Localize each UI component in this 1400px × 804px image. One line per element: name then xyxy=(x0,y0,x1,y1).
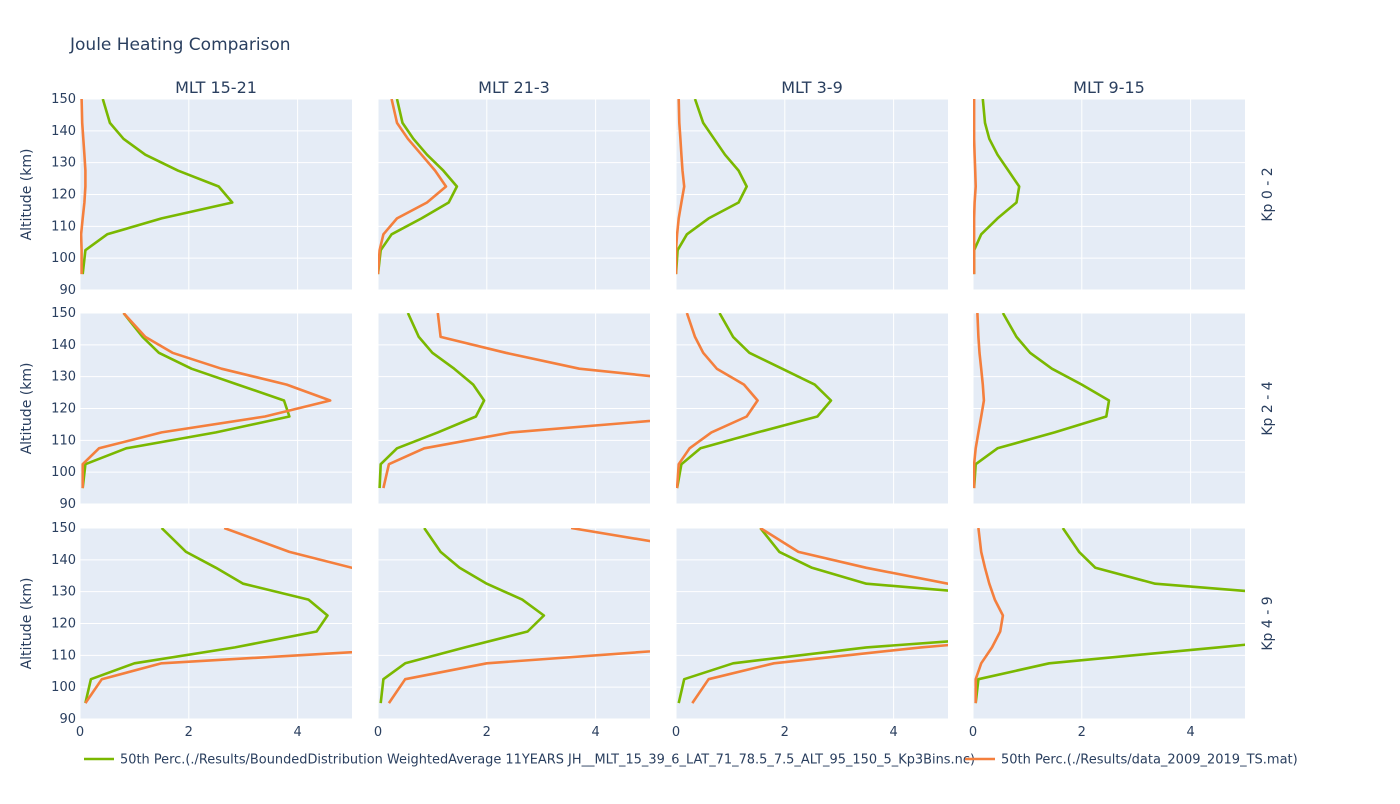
panel-1-2 xyxy=(377,98,650,291)
y-tick-label: 150 xyxy=(51,92,76,107)
x-tick-label: 2 xyxy=(781,725,789,740)
y-tick-label: 130 xyxy=(51,370,76,385)
series-1-line xyxy=(973,313,1111,489)
series-1-line xyxy=(973,99,1021,275)
series-1-line xyxy=(84,528,329,704)
y-tick-label: 90 xyxy=(59,712,76,727)
y-tick-label: 140 xyxy=(51,338,76,353)
series-1-line xyxy=(378,99,459,275)
column-title: MLT 21-3 xyxy=(478,78,550,97)
y-tick-label: 110 xyxy=(51,433,76,448)
x-tick-label: 0 xyxy=(374,725,382,740)
legend: 50th Perc.(./Results/BoundedDistribution… xyxy=(84,753,1298,768)
x-tick-label: 0 xyxy=(672,725,680,740)
row-title: Kp 2 - 4 xyxy=(1260,381,1276,435)
series-2-line xyxy=(378,99,448,275)
y-tick-label: 100 xyxy=(51,465,76,480)
y-tick-label: 90 xyxy=(59,497,76,512)
x-tick-label: 2 xyxy=(483,725,491,740)
x-tick-label: 4 xyxy=(591,725,599,740)
legend-item-2[interactable]: 50th Perc.(./Results/data_2009_2019_TS.m… xyxy=(965,753,1298,768)
legend-item-1[interactable]: 50th Perc.(./Results/BoundedDistribution… xyxy=(84,753,975,768)
series-2-line xyxy=(84,528,352,704)
y-axis-label: Altitude (km) xyxy=(19,578,35,670)
x-tick-label: 4 xyxy=(293,725,301,740)
series-1-line xyxy=(379,528,546,704)
y-tick-label: 90 xyxy=(59,283,76,298)
series-2-line xyxy=(81,313,332,489)
y-tick-label: 140 xyxy=(51,553,76,568)
series-1-line xyxy=(676,99,749,275)
y-axis-label: Altitude (km) xyxy=(19,149,35,241)
y-tick-label: 130 xyxy=(51,585,76,600)
column-title: MLT 9-15 xyxy=(1073,78,1145,97)
series-2-line xyxy=(973,99,978,275)
series-2-line xyxy=(387,528,650,704)
series-2-line xyxy=(382,313,650,489)
y-tick-label: 120 xyxy=(51,188,76,203)
panel-1-3 xyxy=(675,98,948,291)
series-2-line xyxy=(676,99,686,275)
y-tick-label: 140 xyxy=(51,124,76,139)
panel-2-3 xyxy=(675,312,948,505)
series-1-line xyxy=(974,528,1245,704)
panel-3-2: 0 2 4 xyxy=(374,527,650,740)
series-2-line xyxy=(80,99,87,275)
y-tick-label: 150 xyxy=(51,306,76,321)
column-title: MLT 15-21 xyxy=(175,78,257,97)
column-title: MLT 3-9 xyxy=(781,78,843,97)
series-1-line xyxy=(81,99,234,275)
panel-3-4: 0 2 4 xyxy=(969,527,1245,740)
panel-3-1: 90 100 110 120 130 140 150 Altitude (km) 0 2 4 xyxy=(19,521,352,740)
y-tick-label: 120 xyxy=(51,402,76,417)
row-title: Kp 0 - 2 xyxy=(1260,167,1276,221)
series-2-line xyxy=(974,528,1005,704)
series-2-line xyxy=(973,313,986,489)
row-title: Kp 4 - 9 xyxy=(1260,596,1276,650)
panel-grid: 90 100 110 120 130 140 150 Altitude (km) 90 100 11… xyxy=(19,78,1276,740)
x-tick-label: 2 xyxy=(1078,725,1086,740)
x-tick-label: 0 xyxy=(969,725,977,740)
y-tick-label: 110 xyxy=(51,648,76,663)
series-2-line xyxy=(676,313,759,489)
y-axis-label: Altitude (km) xyxy=(19,363,35,455)
panel-1-1: 90 100 110 120 130 140 150 Altitude (km) xyxy=(19,92,352,298)
panel-3-3: 0 2 4 xyxy=(672,527,948,740)
panel-2-4 xyxy=(972,312,1245,505)
legend-label: 50th Perc.(./Results/BoundedDistribution… xyxy=(120,753,975,768)
x-tick-label: 0 xyxy=(76,725,84,740)
series-1-line xyxy=(81,313,291,489)
x-tick-label: 4 xyxy=(1186,725,1194,740)
legend-label: 50th Perc.(./Results/data_2009_2019_TS.m… xyxy=(1001,753,1298,768)
y-tick-label: 110 xyxy=(51,219,76,234)
panel-1-4 xyxy=(972,98,1245,291)
series-1-line xyxy=(677,528,948,704)
y-tick-label: 100 xyxy=(51,251,76,266)
y-tick-label: 130 xyxy=(51,156,76,171)
panel-2-1: 90 100 110 120 130 140 150 Altitude (km) xyxy=(19,306,352,512)
chart-title: Joule Heating Comparison xyxy=(69,35,291,55)
panel-2-2 xyxy=(377,312,650,505)
series-2-line xyxy=(691,528,948,704)
series-1-line xyxy=(676,313,833,489)
x-tick-label: 4 xyxy=(889,725,897,740)
y-tick-label: 120 xyxy=(51,617,76,632)
y-tick-label: 100 xyxy=(51,680,76,695)
y-tick-label: 150 xyxy=(51,521,76,536)
series-1-line xyxy=(378,313,486,489)
x-tick-label: 2 xyxy=(185,725,193,740)
